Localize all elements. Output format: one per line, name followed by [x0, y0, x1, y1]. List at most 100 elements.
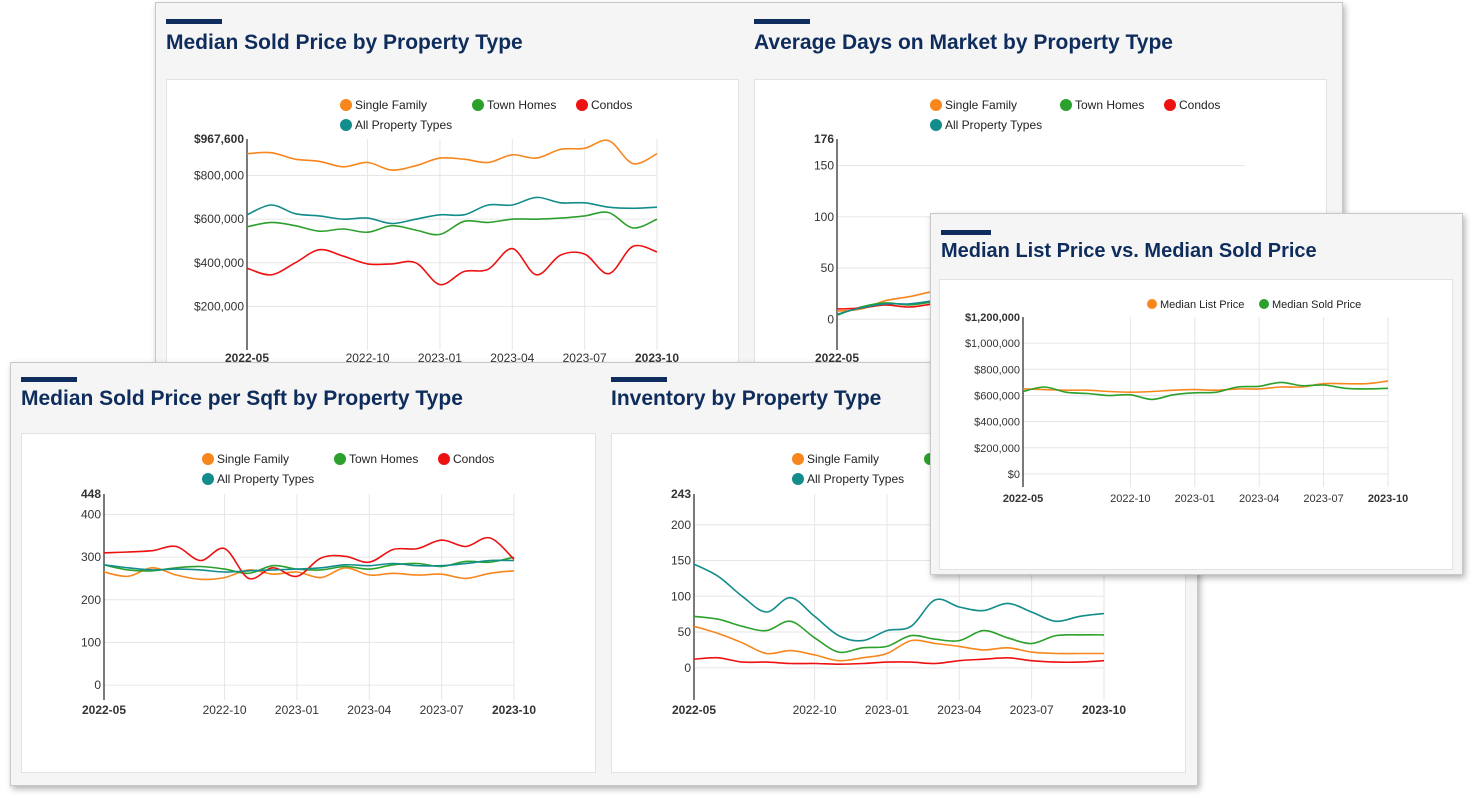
y-tick-label: 0 [94, 678, 101, 692]
chart-title-avg-days-on-market: Average Days on Market by Property Type [754, 31, 1173, 54]
y-tick-label: $800,000 [194, 169, 244, 183]
title-accent-bar [754, 19, 810, 24]
series-lines [1022, 380, 1389, 401]
dashboard-panel-list-vs-sold: Median List Price vs. Median Sold Price … [930, 213, 1463, 575]
y-tick-label: $400,000 [974, 417, 1020, 429]
y-tick-label: $967,600 [194, 132, 244, 146]
x-tick-label: 2023-01 [418, 351, 462, 365]
legend-item-town-homes[interactable]: Town Homes [472, 98, 556, 112]
y-tick-label: 150 [814, 159, 834, 173]
series-lines [693, 563, 1105, 665]
title-accent-bar [611, 377, 667, 382]
legend-marker-median-list-price [1147, 299, 1157, 309]
legend-label: Single Family [217, 452, 289, 466]
legend-marker-all-property-types [340, 119, 352, 131]
list-vs-sold-chart: $1,200,000 $1,000,000 $800,000 $600,000 $400… [965, 299, 1408, 505]
series-line-median-sold-price [1022, 381, 1389, 401]
chart-title-price-per-sqft: Median Sold Price per Sqft by Property T… [21, 387, 463, 410]
chart-title-inventory: Inventory by Property Type [611, 387, 882, 410]
chart-plot-area: 448 400 300 200 100 0 2022-05 2022-10 2023-01 202… [21, 433, 596, 773]
legend-item-all-property-types[interactable]: All Property Types [202, 472, 314, 486]
title-accent-bar [941, 230, 991, 235]
series-line-median-list-price [1022, 380, 1389, 393]
series-lines [103, 536, 515, 581]
card-price-per-sqft: Median Sold Price per Sqft by Property T… [21, 377, 597, 773]
x-tick-label: 2022-05 [672, 703, 716, 717]
legend-label: Town Homes [1075, 98, 1144, 112]
legend-label: Median List Price [1160, 299, 1244, 311]
legend-marker-condos [438, 453, 450, 465]
legend-label: Single Family [807, 452, 879, 466]
x-tick-label: 2023-01 [865, 703, 909, 717]
legend-item-median-sold-price[interactable]: Median Sold Price [1259, 299, 1361, 311]
chart-plot-area: $967,600 $800,000 $600,000 $400,000 $200,000… [166, 79, 739, 373]
series-line-condos [103, 536, 515, 580]
legend-item-condos[interactable]: Condos [576, 98, 632, 112]
y-tick-label: $400,000 [194, 256, 244, 270]
series-line-condos [246, 244, 658, 286]
x-tick-label: 2023-04 [937, 703, 981, 717]
x-tick-label: 2023-07 [420, 703, 464, 717]
legend-marker-single-family [930, 99, 942, 111]
y-tick-label: 0 [827, 312, 834, 326]
y-tick-label: 100 [814, 210, 834, 224]
legend-marker-all-property-types [930, 119, 942, 131]
legend-item-all-property-types[interactable]: All Property Types [340, 118, 452, 132]
x-tick-label: 2023-07 [563, 351, 607, 365]
grid-lines [104, 494, 515, 700]
card-list-vs-sold: Median List Price vs. Median Sold Price … [939, 230, 1455, 570]
legend-label: Condos [453, 452, 494, 466]
legend-label: Single Family [355, 98, 427, 112]
legend-item-town-homes[interactable]: Town Homes [1060, 98, 1144, 112]
legend-item-all-property-types[interactable]: All Property Types [930, 118, 1042, 132]
legend-item-single-family[interactable]: Single Family [202, 452, 289, 466]
legend-item-single-family[interactable]: Single Family [340, 98, 427, 112]
y-tick-label: 200 [671, 518, 691, 532]
y-tick-label: $0 [1008, 469, 1020, 481]
grid-lines [247, 139, 658, 350]
legend-item-single-family[interactable]: Single Family [792, 452, 879, 466]
legend-label: Condos [591, 98, 632, 112]
series-line-all-property-types [246, 196, 658, 225]
legend-label: Condos [1179, 98, 1220, 112]
y-tick-label: 50 [821, 261, 835, 275]
chart-plot-area: $1,200,000 $1,000,000 $800,000 $600,000 $400… [939, 279, 1453, 570]
legend-label: Median Sold Price [1272, 299, 1361, 311]
y-tick-label: $1,000,000 [965, 338, 1020, 350]
series-line-all-property-types [103, 559, 515, 573]
y-tick-label: $800,000 [974, 364, 1020, 376]
legend-item-median-list-price[interactable]: Median List Price [1147, 299, 1244, 311]
x-tick-label: 2023-10 [1082, 703, 1126, 717]
legend-label: Town Homes [349, 452, 418, 466]
chart-title-list-vs-sold: Median List Price vs. Median Sold Price [941, 240, 1317, 262]
title-accent-bar [21, 377, 77, 382]
y-tick-label: 100 [671, 589, 691, 603]
legend-marker-town-homes [472, 99, 484, 111]
legend-label: Single Family [945, 98, 1017, 112]
x-tick-label: 2023-10 [635, 351, 679, 365]
y-tick-label: 200 [81, 593, 101, 607]
series-line-single-family [103, 566, 515, 581]
x-tick-label: 2022-10 [1110, 493, 1150, 505]
series-line-single-family [693, 625, 1104, 662]
x-tick-label: 2023-04 [1239, 493, 1279, 505]
y-tick-label: $600,000 [194, 212, 244, 226]
chart-title-median-sold-price: Median Sold Price by Property Type [166, 31, 523, 54]
price-per-sqft-chart: 448 400 300 200 100 0 2022-05 2022-10 2023-01 202… [81, 452, 536, 717]
legend-item-condos[interactable]: Condos [438, 452, 494, 466]
legend-marker-condos [1164, 99, 1176, 111]
legend-marker-town-homes [1060, 99, 1072, 111]
x-tick-label: 2022-05 [225, 351, 269, 365]
series-lines [246, 139, 658, 286]
x-tick-label: 2023-04 [490, 351, 534, 365]
series-line-condos [693, 656, 1105, 665]
x-tick-label: 2022-05 [815, 351, 859, 365]
legend-item-all-property-types[interactable]: All Property Types [792, 472, 904, 486]
y-tick-label: $1,200,000 [965, 312, 1020, 324]
legend-marker-single-family [792, 453, 804, 465]
legend-label: All Property Types [807, 472, 904, 486]
legend-item-condos[interactable]: Condos [1164, 98, 1220, 112]
legend-item-single-family[interactable]: Single Family [930, 98, 1017, 112]
legend-marker-condos [576, 99, 588, 111]
legend-item-town-homes[interactable]: Town Homes [334, 452, 418, 466]
